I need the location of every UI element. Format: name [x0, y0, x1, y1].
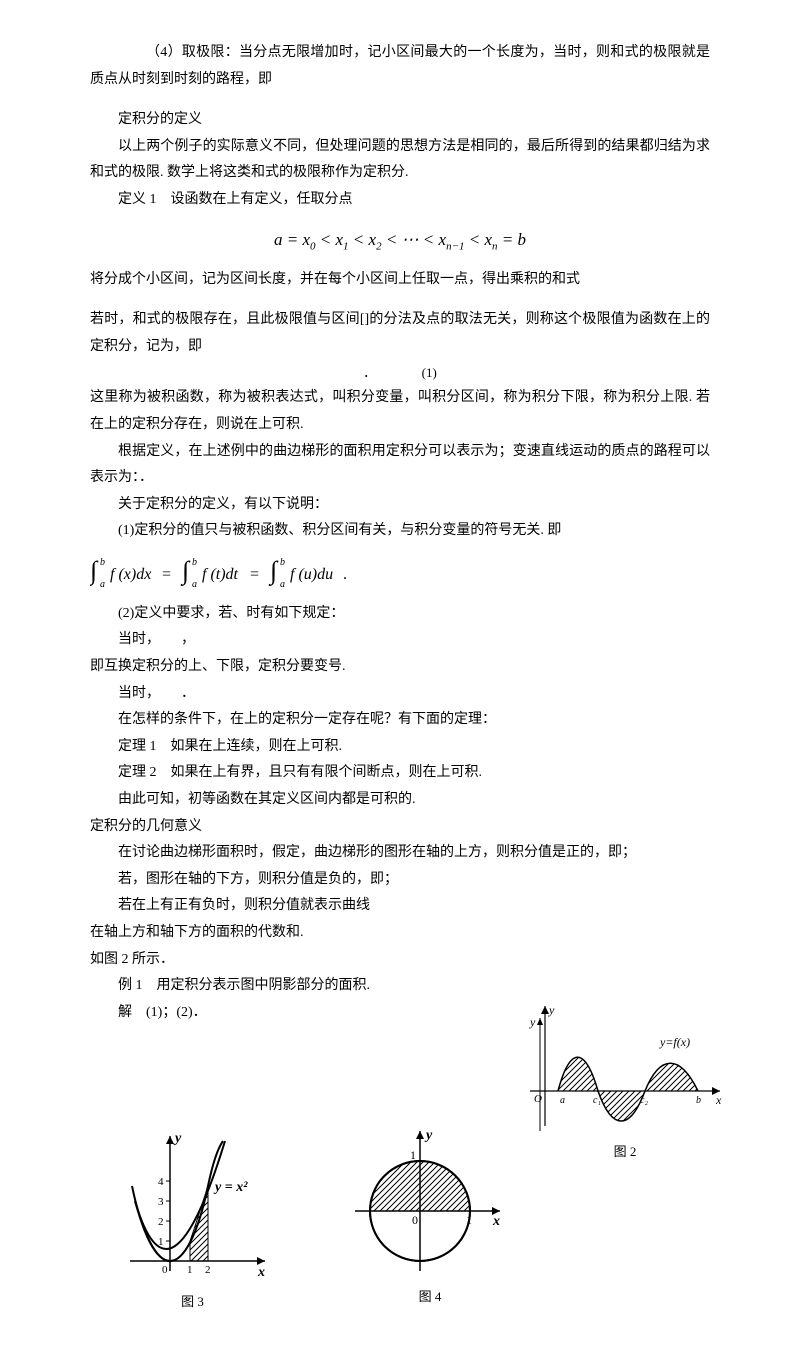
section-heading: 定积分的定义: [90, 107, 710, 134]
svg-text:y: y: [424, 1128, 433, 1143]
svg-text:b: b: [100, 557, 105, 568]
svg-text:1: 1: [158, 1236, 164, 1248]
svg-text:b: b: [192, 557, 197, 568]
svg-text:O: O: [534, 1093, 542, 1105]
paragraph: 在讨论曲边梯形面积时，假定，曲边梯形的图形在轴的上方，则积分值是正的，即；: [90, 840, 710, 867]
svg-text:x: x: [492, 1214, 500, 1229]
document-page: （4）取极限：当分点无限增加时，记小区间最大的一个长度为，当时，则和式的极限就是…: [0, 0, 800, 1346]
svg-text:4: 4: [158, 1176, 164, 1188]
paragraph: 如图 2 所示．: [90, 947, 710, 974]
section-heading: 定积分的几何意义: [90, 814, 710, 841]
svg-text:y: y: [548, 1003, 555, 1017]
spacer: [90, 93, 710, 107]
svg-text:a: a: [100, 579, 105, 590]
paragraph: （4）取极限：当分点无限增加时，记小区间最大的一个长度为，当时，则和式的极限就是…: [90, 40, 710, 93]
svg-text:∫: ∫: [90, 556, 99, 586]
theorem: 定理 2 如果在上有界，且只有有限个间断点，则在上可积.: [90, 760, 710, 787]
formula-integral-equality: ∫ a b f (x)dx = ∫ a b f (t)dt = ∫ a b f …: [90, 555, 710, 591]
svg-text:y: y: [173, 1131, 182, 1146]
svg-text:.: .: [343, 566, 347, 583]
svg-text:c₁: c₁: [593, 1095, 601, 1106]
svg-text:x: x: [257, 1265, 265, 1280]
svg-text:1: 1: [187, 1264, 193, 1276]
svg-text:2: 2: [158, 1216, 164, 1228]
svg-text:2: 2: [205, 1264, 211, 1276]
figure-label: 图 2: [520, 1140, 730, 1165]
figure-2: O a c₁ c₂ b x y y y=f(x) 图 2: [520, 996, 730, 1165]
paragraph: 这里称为被积函数，称为被积表达式，叫积分变量，叫积分区间，称为积分下限，称为积分…: [90, 385, 710, 438]
svg-text:a: a: [280, 579, 285, 590]
svg-text:a: a: [192, 579, 197, 590]
paragraph: 在怎样的条件下，在上的定积分一定存在呢？有下面的定理：: [90, 707, 710, 734]
paragraph: 在轴上方和轴下方的面积的代数和.: [90, 920, 710, 947]
figures-container: O a c₁ c₂ b x y y y=f(x) 图 2: [90, 1036, 710, 1316]
svg-text:y: y: [529, 1015, 536, 1029]
formula-partition: a = x0 < x1 < x2 < ⋯ < xn−1 < xn = b: [90, 224, 710, 257]
svg-text:0: 0: [412, 1213, 418, 1227]
svg-text:1: 1: [466, 1213, 472, 1227]
paragraph: 以上两个例子的实际意义不同，但处理问题的思想方法是相同的，最后所得到的结果都归结…: [90, 134, 710, 187]
svg-text:3: 3: [158, 1196, 164, 1208]
paragraph: 由此可知，初等函数在其定义区间内都是可积的.: [90, 787, 710, 814]
definition: 定义 1 设函数在上有定义，任取分点: [90, 187, 710, 214]
svg-text:x: x: [715, 1093, 722, 1107]
figure-3: 1 2 3 4 0 1 2 x y y = x² 图 3: [110, 1126, 275, 1315]
spacer: [90, 293, 710, 307]
svg-text:∫: ∫: [268, 556, 279, 586]
theorem: 定理 1 如果在上连续，则在上可积.: [90, 734, 710, 761]
svg-text:=: =: [250, 566, 259, 583]
paragraph: 即互换定积分的上、下限，定积分要变号.: [90, 654, 710, 681]
svg-text:a: a: [560, 1095, 565, 1106]
paragraph: 若在上有正有负时，则积分值就表示曲线: [90, 893, 710, 920]
paragraph: 若，图形在轴的下方，则积分值是负的，即；: [90, 867, 710, 894]
formula-marker: ． (1): [90, 361, 710, 386]
paragraph: 根据定义，在上述例中的曲边梯形的面积用定积分可以表示为；变速直线运动的质点的路程…: [90, 439, 710, 492]
paragraph: 将分成个小区间，记为区间长度，并在每个小区间上任取一点，得出乘积的和式: [90, 267, 710, 294]
figure-label: 图 3: [110, 1290, 275, 1315]
svg-text:=: =: [162, 566, 171, 583]
svg-text:b: b: [280, 557, 285, 568]
figure-label: 图 4: [350, 1285, 510, 1310]
svg-text:0: 0: [162, 1264, 168, 1276]
paragraph: 当时， ，: [90, 627, 710, 654]
curve-label: y = x²: [213, 1180, 248, 1195]
paragraph: 若时，和式的极限存在，且此极限值与区间[]的分法及点的取法无关，则称这个极限值为…: [90, 307, 710, 360]
figure-4: 0 1 1 x y 图 4: [350, 1121, 510, 1310]
svg-text:f (x)dx: f (x)dx: [110, 566, 151, 583]
svg-text:f (t)dt: f (t)dt: [202, 566, 239, 583]
svg-text:1: 1: [410, 1148, 416, 1162]
paragraph: (1)定积分的值只与被积函数、积分区间有关，与积分变量的符号无关. 即: [90, 518, 710, 545]
svg-text:b: b: [696, 1095, 701, 1106]
svg-text:f (u)du: f (u)du: [290, 566, 333, 583]
paragraph: 关于定积分的定义，有以下说明：: [90, 492, 710, 519]
curve-label: y=f(x): [659, 1035, 690, 1049]
paragraph: 当时， ．: [90, 681, 710, 708]
svg-text:∫: ∫: [180, 556, 191, 586]
svg-text:c₂: c₂: [640, 1095, 648, 1106]
paragraph: (2)定义中要求，若、时有如下规定：: [90, 601, 710, 628]
